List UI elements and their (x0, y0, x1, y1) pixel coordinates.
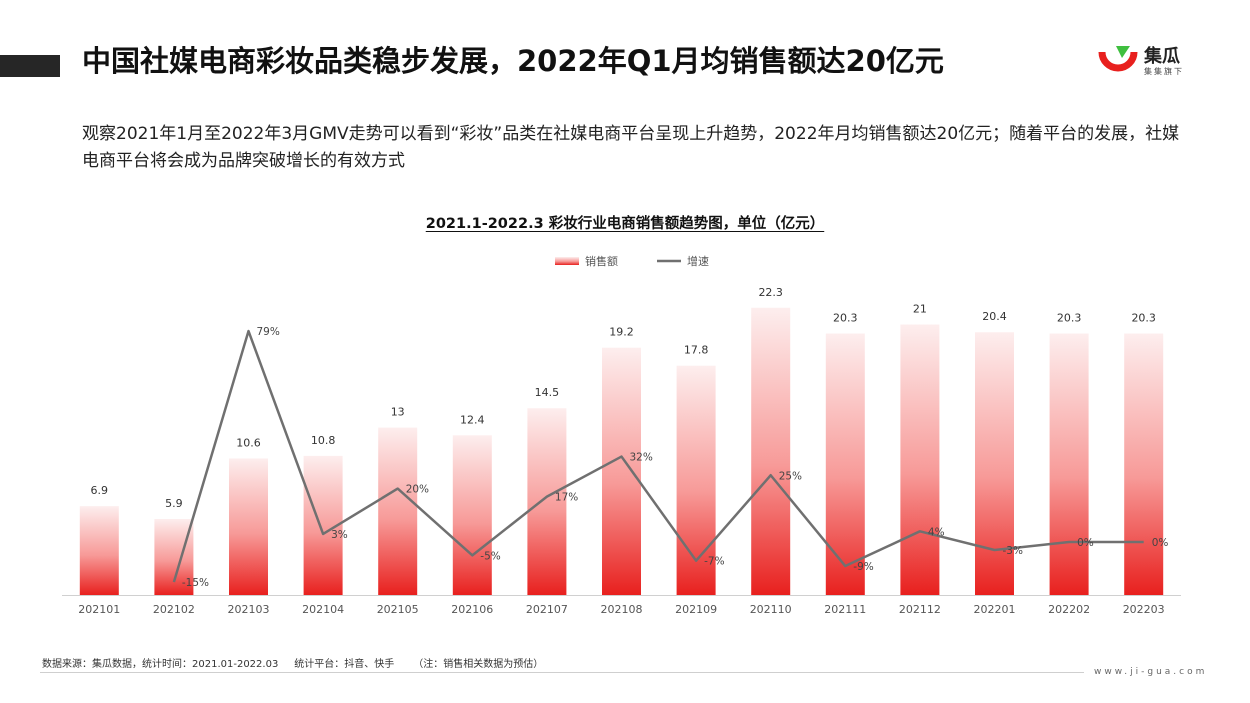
bar-value-label-202201: 20.4 (982, 310, 1007, 323)
legend-label-sales: 销售额 (585, 254, 618, 268)
bar-series: 6.9 5.9 10.6 10.8 13 12.4 14.5 19.2 17.8 22.3 20.3… (79, 286, 1164, 595)
bar-202102 (154, 519, 194, 595)
x-tick-label-202202: 202202 (1048, 603, 1090, 616)
x-tick-label-202109: 202109 (675, 603, 717, 616)
chart-title: 2021.1-2022.3 彩妆行业电商销售额趋势图，单位（亿元） (425, 216, 825, 232)
bar-value-label-202103: 10.6 (236, 436, 261, 449)
bar-value-label-202105: 13 (391, 406, 405, 419)
growth-label-202103: 79% (257, 326, 280, 338)
legend-label-growth: 增速 (687, 254, 709, 268)
bar-202103 (229, 458, 268, 595)
growth-label-202110: 25% (779, 470, 802, 482)
x-tick-label-202201: 202201 (974, 603, 1016, 616)
footer-divider (40, 672, 1084, 673)
bar-value-label-202109: 17.8 (684, 344, 709, 357)
growth-label-202107: 17% (555, 492, 578, 504)
growth-label-202202: 0% (1077, 537, 1094, 549)
bar-202112 (900, 324, 940, 595)
website-url: www.ji-gua.com (1094, 667, 1208, 677)
page-title: 中国社媒电商彩妆品类稳步发展，2022年Q1月均销售额达20亿元 (82, 44, 944, 78)
growth-label-202105: 20% (406, 484, 429, 496)
logo-mark-icon (1098, 46, 1138, 72)
growth-label-202109: -7% (704, 556, 724, 568)
growth-line-series: -15% 79% 3% 20% -5% 17% 32% -7% 25% -9% 4% -3% 0% 0% (172, 326, 1169, 589)
x-axis: 202101 202102 202103 202104 202105 202106 2021… (62, 595, 1181, 616)
bar-202101 (79, 506, 119, 595)
bar-value-label-202203: 20.3 (1131, 312, 1156, 325)
bar-value-label-202102: 5.9 (165, 497, 183, 510)
bar-value-label-202110: 22.3 (758, 286, 783, 299)
x-tick-label-202110: 202110 (750, 603, 792, 616)
bar-202108 (602, 347, 641, 595)
bar-value-label-202104: 10.8 (311, 434, 336, 447)
x-tick-label-202102: 202102 (153, 603, 195, 616)
bar-202203 (1124, 333, 1164, 595)
logo-name: 集瓜 (1144, 46, 1180, 67)
legend-swatch-sales (555, 257, 579, 265)
bar-value-label-202112: 21 (913, 303, 927, 316)
growth-label-202111: -9% (853, 561, 873, 573)
x-tick-label-202106: 202106 (451, 603, 493, 616)
brand-logo: 集瓜 集集旗下 (1098, 40, 1208, 80)
x-tick-label-202203: 202203 (1123, 603, 1165, 616)
bar-value-label-202202: 20.3 (1057, 312, 1082, 325)
description-text: 观察2021年1月至2022年3月GMV走势可以看到“彩妆”品类在社媒电商平台呈… (82, 124, 1180, 171)
x-tick-label-202107: 202107 (526, 603, 568, 616)
growth-label-202203: 0% (1152, 537, 1169, 549)
bar-202111 (825, 333, 865, 595)
growth-label-202102: -15% (182, 577, 209, 589)
bar-202105 (378, 427, 418, 595)
bar-202106 (452, 435, 492, 595)
x-tick-label-202101: 202101 (78, 603, 120, 616)
data-source-note: 数据来源：集瓜数据，统计时间：2021.01-2022.03 统计平台：抖音、快… (42, 659, 544, 670)
x-tick-label-202104: 202104 (302, 603, 344, 616)
bar-202109 (676, 365, 716, 595)
bar-202202 (1049, 333, 1089, 595)
logo-subtitle: 集集旗下 (1144, 67, 1184, 76)
growth-label-202201: -3% (1003, 545, 1023, 557)
x-tick-label-202103: 202103 (228, 603, 270, 616)
bar-202110 (751, 307, 791, 595)
growth-label-202108: 32% (630, 452, 653, 464)
bar-value-label-202107: 14.5 (535, 386, 560, 399)
growth-label-202112: 4% (928, 526, 945, 538)
bar-value-label-202111: 20.3 (833, 312, 858, 325)
bar-202107 (527, 408, 567, 595)
x-tick-label-202112: 202112 (899, 603, 941, 616)
title-accent-bar (0, 55, 60, 77)
bar-value-label-202106: 12.4 (460, 413, 485, 426)
growth-line (172, 329, 1144, 583)
x-tick-label-202111: 202111 (824, 603, 866, 616)
x-tick-label-202108: 202108 (601, 603, 643, 616)
chart-legend: 销售额 增速 (555, 254, 709, 268)
bar-value-label-202108: 19.2 (609, 326, 634, 339)
chart-title-wrap: 2021.1-2022.3 彩妆行业电商销售额趋势图，单位（亿元） (0, 212, 1250, 233)
bar-value-label-202101: 6.9 (91, 484, 109, 497)
growth-label-202106: -5% (480, 550, 500, 562)
x-tick-label-202105: 202105 (377, 603, 419, 616)
growth-label-202104: 3% (331, 529, 348, 541)
